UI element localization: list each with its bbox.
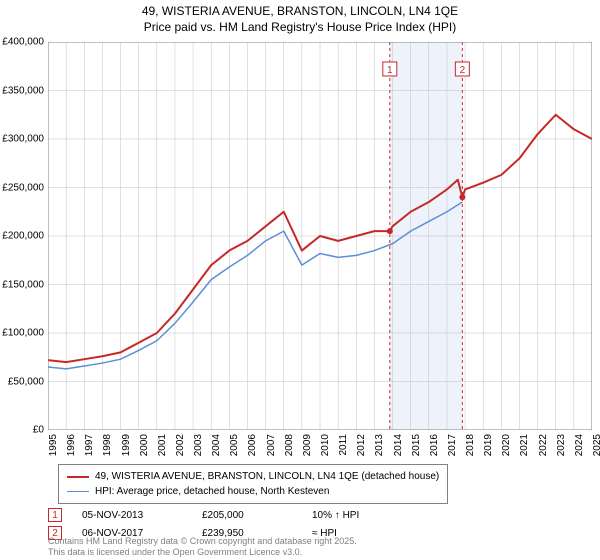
x-tick-label: 2007 [266, 434, 277, 456]
y-tick-label: £250,000 [2, 182, 44, 193]
y-tick-label: £150,000 [2, 279, 44, 290]
x-tick-label: 2013 [374, 434, 385, 456]
sale-delta: 10% ↑ HPI [312, 510, 402, 521]
legend-swatch [67, 476, 89, 478]
x-tick-label: 2011 [338, 434, 349, 456]
svg-text:1: 1 [387, 65, 393, 76]
sale-date: 05-NOV-2013 [82, 510, 182, 521]
legend-label: 49, WISTERIA AVENUE, BRANSTON, LINCOLN, … [95, 469, 439, 484]
x-tick-label: 2018 [465, 434, 476, 456]
legend-item: HPI: Average price, detached house, Nort… [67, 484, 439, 499]
x-tick-label: 2020 [501, 434, 512, 456]
x-tick-label: 2000 [139, 434, 150, 456]
footer-line-2: This data is licensed under the Open Gov… [48, 547, 357, 558]
legend-swatch [67, 491, 89, 493]
x-tick-label: 2006 [247, 434, 258, 456]
x-tick-label: 1998 [102, 434, 113, 456]
plot-area: 12 [48, 42, 592, 430]
legend-item: 49, WISTERIA AVENUE, BRANSTON, LINCOLN, … [67, 469, 439, 484]
y-tick-label: £100,000 [2, 328, 44, 339]
x-tick-label: 2010 [320, 434, 331, 456]
y-tick-label: £0 [33, 425, 44, 436]
title-line-1: 49, WISTERIA AVENUE, BRANSTON, LINCOLN, … [0, 4, 600, 20]
x-tick-label: 2023 [556, 434, 567, 456]
svg-text:2: 2 [460, 65, 466, 76]
x-tick-label: 1999 [121, 434, 132, 456]
chart-svg: 12 [48, 42, 592, 430]
y-tick-label: £200,000 [2, 231, 44, 242]
x-tick-label: 2008 [284, 434, 295, 456]
x-tick-label: 2019 [483, 434, 494, 456]
x-tick-label: 2025 [592, 434, 600, 456]
sale-marker: 1 [48, 508, 62, 522]
y-tick-label: £300,000 [2, 134, 44, 145]
legend-label: HPI: Average price, detached house, Nort… [95, 484, 329, 499]
y-tick-label: £350,000 [2, 85, 44, 96]
y-axis: £0£50,000£100,000£150,000£200,000£250,00… [0, 42, 46, 430]
x-tick-label: 2012 [356, 434, 367, 456]
x-tick-label: 1996 [66, 434, 77, 456]
x-tick-label: 1995 [48, 434, 59, 456]
x-tick-label: 2003 [193, 434, 204, 456]
title-line-2: Price paid vs. HM Land Registry's House … [0, 20, 600, 36]
footer-line-1: Contains HM Land Registry data © Crown c… [48, 536, 357, 547]
chart-title: 49, WISTERIA AVENUE, BRANSTON, LINCOLN, … [0, 0, 600, 35]
x-tick-label: 2009 [302, 434, 313, 456]
y-tick-label: £50,000 [8, 376, 44, 387]
sale-row: 1 05-NOV-2013 £205,000 10% ↑ HPI [48, 506, 402, 524]
y-tick-label: £400,000 [2, 37, 44, 48]
x-tick-label: 2005 [229, 434, 240, 456]
x-tick-label: 2022 [538, 434, 549, 456]
legend: 49, WISTERIA AVENUE, BRANSTON, LINCOLN, … [58, 464, 448, 504]
x-tick-label: 2017 [447, 434, 458, 456]
chart-container: 49, WISTERIA AVENUE, BRANSTON, LINCOLN, … [0, 0, 600, 560]
x-tick-label: 2016 [429, 434, 440, 456]
x-tick-label: 2024 [574, 434, 585, 456]
x-axis: 1995 1996 1997 1998 1999 2000 2001 2002 2003 2004… [48, 432, 592, 464]
x-tick-label: 2014 [393, 434, 404, 456]
footer: Contains HM Land Registry data © Crown c… [48, 536, 357, 558]
x-tick-label: 2021 [519, 434, 530, 456]
sale-price: £205,000 [202, 510, 292, 521]
x-tick-label: 2004 [211, 434, 222, 456]
x-tick-label: 1997 [84, 434, 95, 456]
x-tick-label: 2001 [157, 434, 168, 456]
x-tick-label: 2002 [175, 434, 186, 456]
x-tick-label: 2015 [411, 434, 422, 456]
